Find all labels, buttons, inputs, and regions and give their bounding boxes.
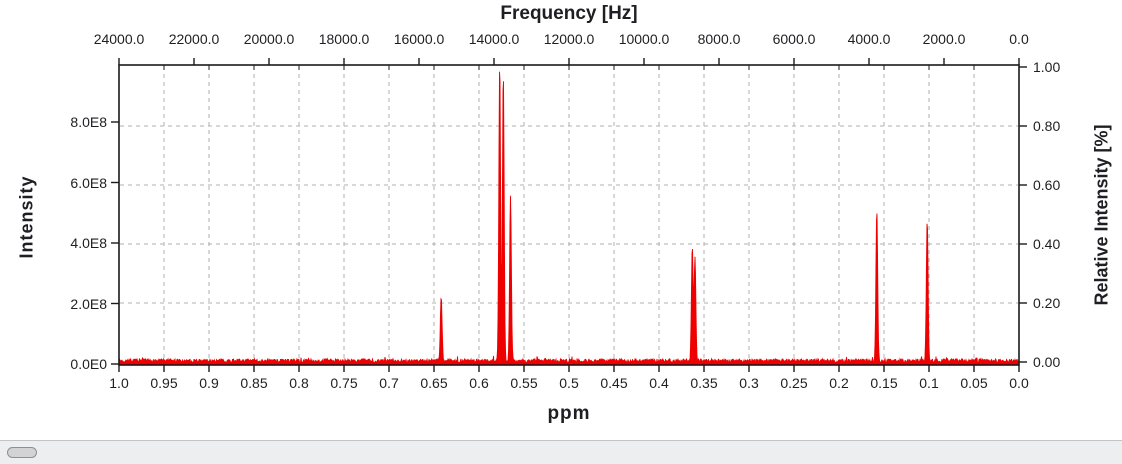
frequency-tick-label: 4000.0	[847, 31, 891, 47]
frequency-tick-label: 14000.0	[468, 31, 520, 47]
spectrum-plot-canvas[interactable]	[0, 0, 1122, 440]
frequency-tick-label: 10000.0	[618, 31, 670, 47]
ppm-tick-label: 0.4	[649, 375, 669, 391]
ppm-tick-label: 0.55	[510, 375, 538, 391]
ppm-tick-label: 0.3	[739, 375, 759, 391]
frequency-tick-label: 6000.0	[772, 31, 816, 47]
ppm-tick-label: 0.85	[240, 375, 268, 391]
ppm-tick-label: 0.45	[600, 375, 628, 391]
relative-intensity-tick-label: 0.60	[1033, 177, 1061, 193]
ppm-tick-label: 0.8	[289, 375, 309, 391]
ppm-tick-label: 0.05	[960, 375, 988, 391]
frequency-tick-label: 16000.0	[393, 31, 445, 47]
ppm-tick-label: 1.0	[109, 375, 129, 391]
ppm-tick-label: 0.25	[780, 375, 808, 391]
horizontal-scrollbar-track[interactable]	[0, 440, 1122, 464]
intensity-tick-label: 8.0E8	[70, 114, 107, 130]
ppm-tick-label: 0.35	[690, 375, 718, 391]
ppm-tick-label: 0.6	[469, 375, 489, 391]
frequency-tick-label: 18000.0	[318, 31, 370, 47]
ppm-tick-label: 0.2	[829, 375, 849, 391]
frequency-tick-label: 2000.0	[922, 31, 966, 47]
frequency-tick-label: 12000.0	[543, 31, 595, 47]
left-axis-title: Intensity	[16, 175, 37, 259]
intensity-tick-label: 2.0E8	[70, 295, 107, 312]
frequency-tick-label: 0.0	[1009, 31, 1029, 47]
frequency-tick-label: 22000.0	[168, 31, 220, 47]
relative-intensity-tick-label: 1.00	[1033, 59, 1061, 75]
relative-intensity-tick-label: 0.80	[1033, 118, 1061, 134]
ppm-tick-label: 0.5	[559, 375, 579, 391]
ppm-tick-label: 0.1	[919, 375, 939, 391]
frequency-tick-label: 20000.0	[243, 31, 295, 47]
relative-intensity-tick-label: 0.20	[1033, 295, 1061, 311]
ppm-tick-label: 0.7	[379, 375, 399, 391]
bottom-axis-title: ppm	[547, 403, 591, 424]
frequency-tick-label: 24000.0	[93, 31, 145, 47]
intensity-tick-label: 6.0E8	[70, 174, 107, 191]
horizontal-scrollbar-thumb[interactable]	[7, 447, 37, 458]
ppm-tick-label: 0.15	[870, 375, 898, 391]
ppm-tick-label: 0.75	[330, 375, 358, 391]
top-axis-title: Frequency [Hz]	[500, 3, 638, 24]
frequency-tick-label: 8000.0	[697, 31, 741, 47]
ppm-tick-label: 0.0	[1009, 375, 1029, 391]
relative-intensity-tick-label: 0.40	[1033, 236, 1061, 252]
relative-intensity-tick-label: 0.00	[1033, 354, 1061, 370]
ppm-tick-label: 0.95	[150, 375, 178, 391]
intensity-tick-label: 4.0E8	[70, 235, 107, 251]
intensity-tick-label: 0.0E0	[70, 356, 107, 372]
ppm-tick-label: 0.9	[199, 375, 219, 391]
ppm-tick-label: 0.65	[420, 375, 448, 391]
right-axis-title: Relative Intensity [%]	[1091, 124, 1112, 306]
